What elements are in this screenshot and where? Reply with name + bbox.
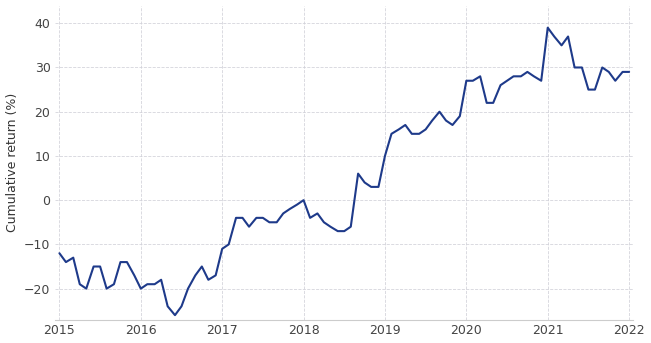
Y-axis label: Cumulative return (%): Cumulative return (%): [6, 93, 19, 232]
